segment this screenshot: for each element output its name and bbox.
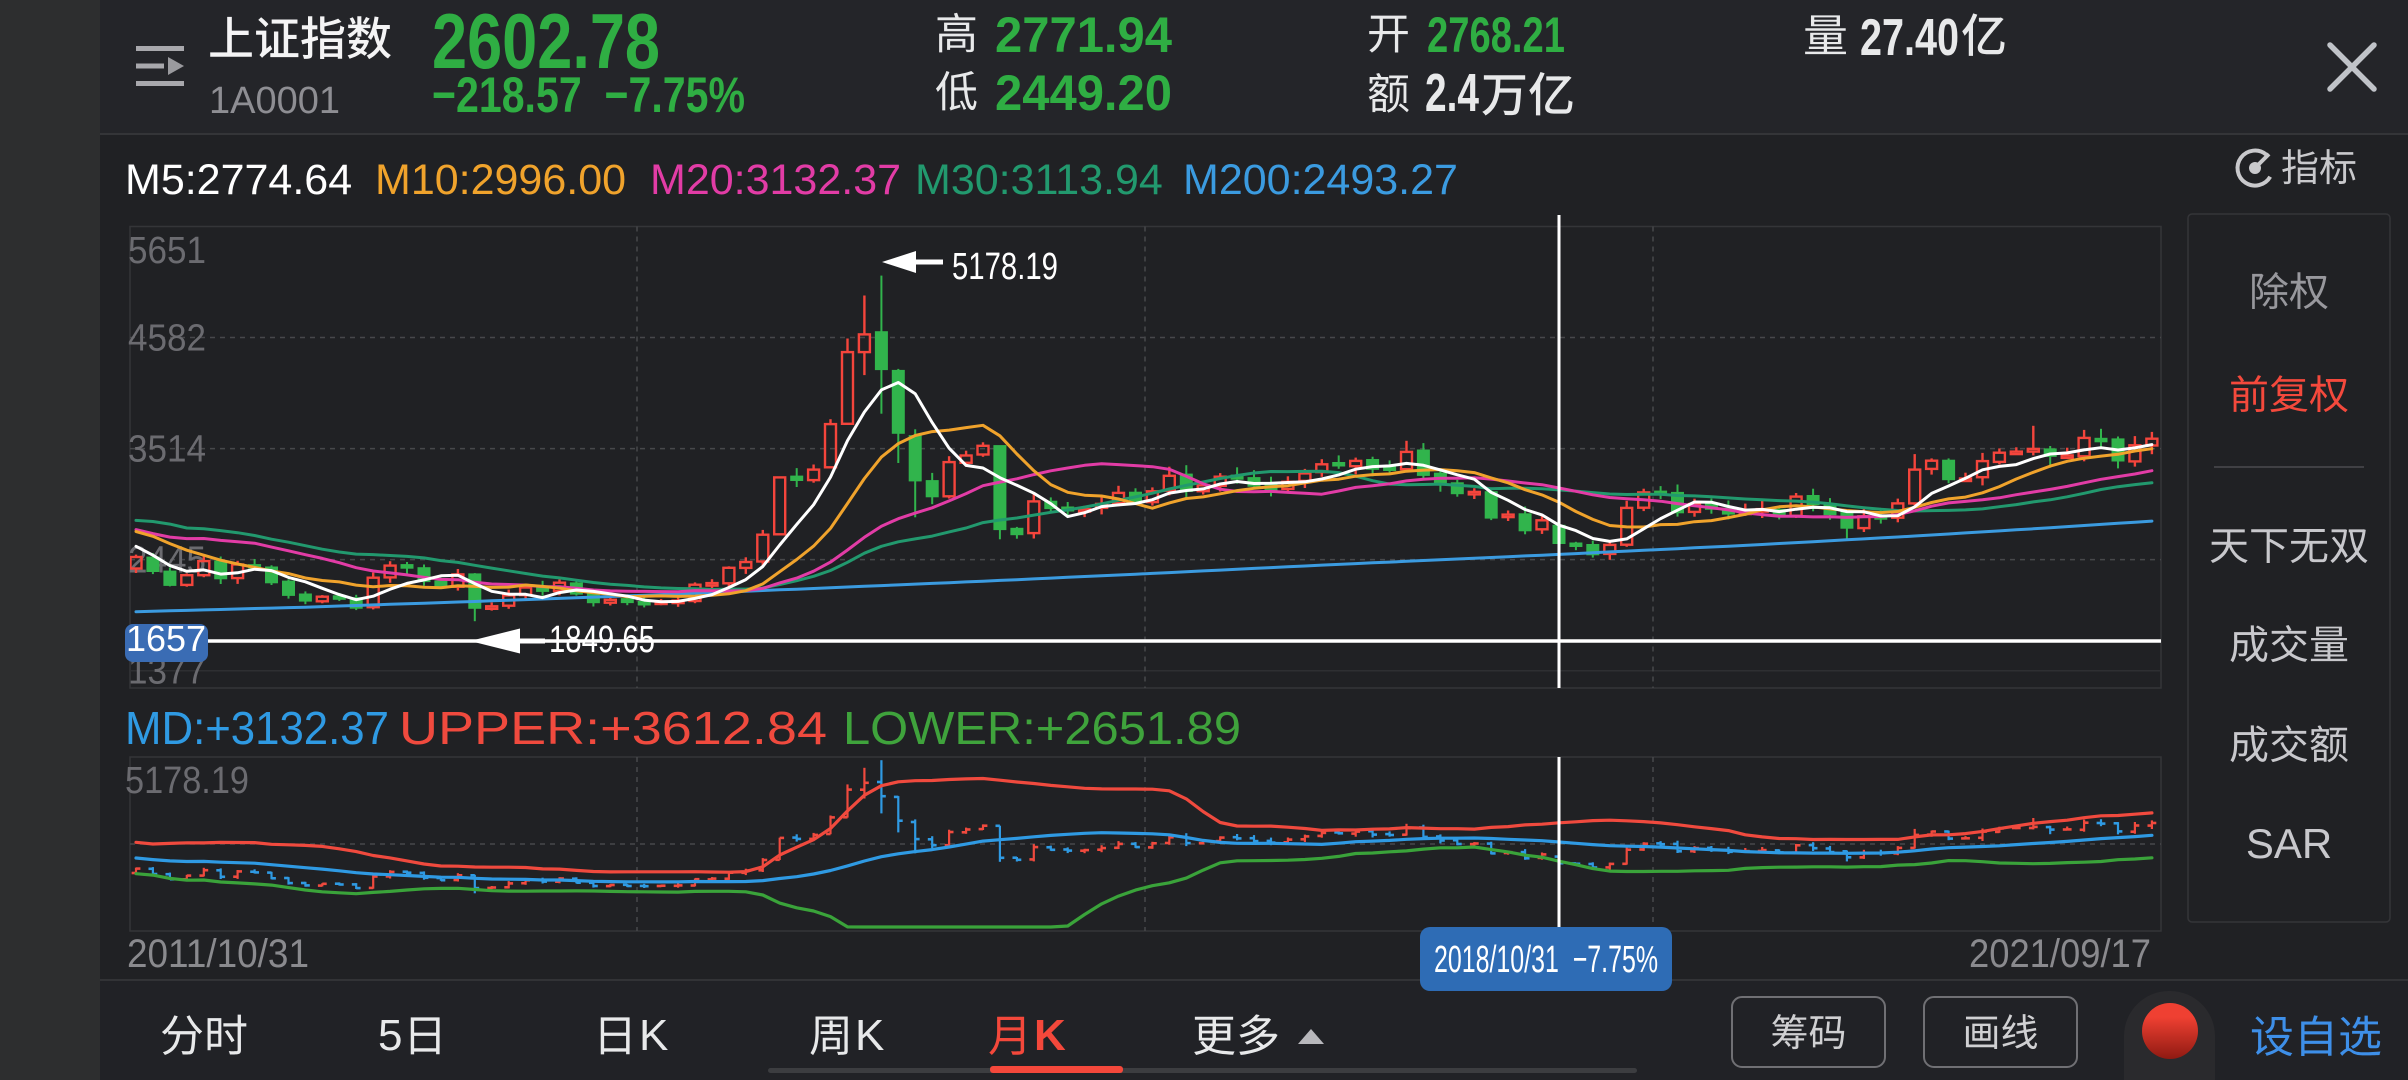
svg-text:2771.94: 2771.94 [995,7,1172,63]
svg-text:2768.21: 2768.21 [1427,7,1565,63]
svg-text:K: K [639,1011,668,1060]
svg-text:M30:3113.94: M30:3113.94 [915,156,1163,204]
svg-text:LOWER:+2651.89: LOWER:+2651.89 [843,702,1241,754]
svg-text:1657: 1657 [126,618,206,659]
svg-text:2449.20: 2449.20 [995,65,1172,121]
svg-text:3514: 3514 [128,429,206,471]
svg-text:2011/10/31: 2011/10/31 [127,932,309,976]
svg-text:M20:3132.37: M20:3132.37 [650,156,901,204]
svg-text:MD:+3132.37: MD:+3132.37 [125,702,389,754]
svg-text:M10:2996.00: M10:2996.00 [375,156,626,204]
svg-text:1849.65: 1849.65 [549,619,655,661]
svg-text:−218.57 −7.75%: −218.57 −7.75% [432,67,745,123]
svg-text:UPPER:+3612.84: UPPER:+3612.84 [399,702,827,754]
svg-text:SAR: SAR [2246,820,2332,867]
svg-text:2602.78: 2602.78 [432,0,660,85]
svg-text:5178.19: 5178.19 [125,760,249,802]
svg-text:27.40: 27.40 [1860,9,1959,67]
svg-text:5: 5 [378,1011,402,1060]
svg-text:1A0001: 1A0001 [209,80,340,122]
svg-text:2021/09/17: 2021/09/17 [1969,932,2151,976]
svg-text:5178.19: 5178.19 [952,246,1058,288]
svg-text:2.4: 2.4 [1425,63,1479,123]
svg-text:5651: 5651 [128,230,206,272]
svg-text:K: K [1034,1011,1066,1060]
svg-text:4582: 4582 [128,318,206,360]
svg-text:M5:2774.64: M5:2774.64 [125,156,352,204]
svg-text:M200:2493.27: M200:2493.27 [1183,156,1458,204]
svg-text:K: K [855,1011,884,1060]
svg-text:2018/10/31 −7.75%: 2018/10/31 −7.75% [1434,939,1658,981]
